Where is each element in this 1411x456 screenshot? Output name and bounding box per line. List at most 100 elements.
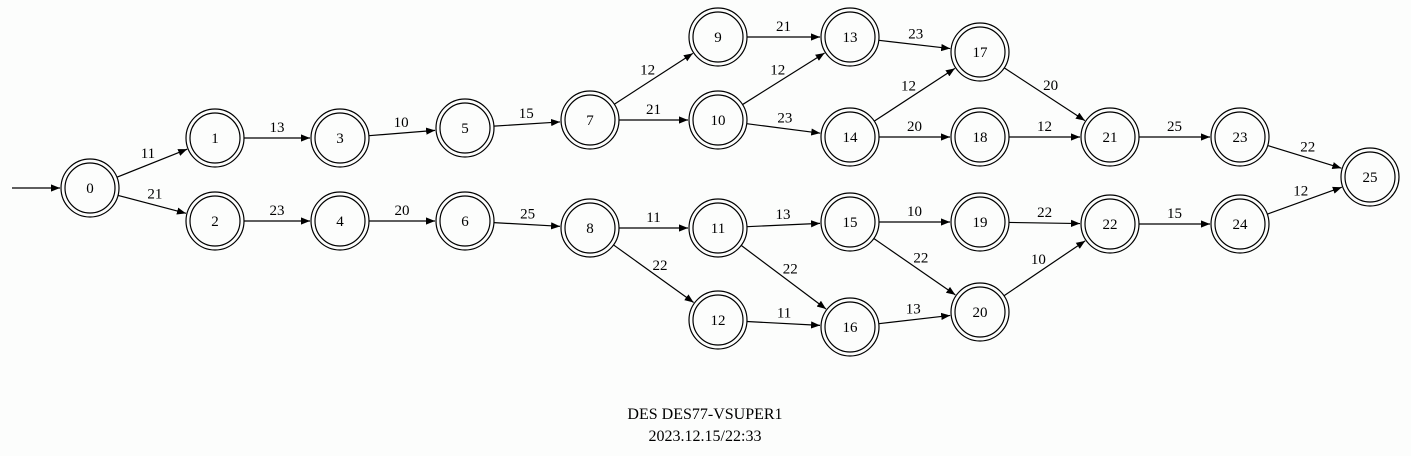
state-outer-ring <box>688 290 748 350</box>
state-inner-ring <box>954 286 1006 338</box>
transition-4-to-6: 20 <box>369 203 435 225</box>
transition-arrow <box>1008 219 1081 227</box>
state-outer-ring <box>1210 107 1270 167</box>
transition-7-to-9: 12 <box>614 52 694 105</box>
transition-label: 15 <box>519 106 534 122</box>
transition-arrow <box>613 244 694 303</box>
transition-arrow <box>746 123 821 136</box>
diagram-timestamp: 2023.12.15/22:33 <box>649 428 762 445</box>
state-inner-ring <box>954 26 1006 78</box>
transition-8-to-11: 11 <box>619 210 688 232</box>
transition-20-to-22: 10 <box>1003 240 1086 297</box>
transition-14-to-17: 12 <box>873 67 956 122</box>
state-label: 9 <box>714 30 722 46</box>
state-label: 19 <box>973 215 988 231</box>
transition-label: 20 <box>395 203 410 219</box>
transition-arrow <box>1267 186 1342 215</box>
state-outer-ring <box>560 90 620 150</box>
state-node-13: 13 <box>820 7 880 67</box>
transition-label: 22 <box>653 258 668 274</box>
transition-12-to-16: 11 <box>746 305 821 329</box>
state-label: 20 <box>973 305 988 321</box>
transition-label: 13 <box>270 120 285 136</box>
transition-arrow <box>742 52 825 106</box>
transition-17-to-21: 20 <box>1003 67 1086 122</box>
state-label: 12 <box>711 313 726 329</box>
state-outer-ring <box>310 108 370 168</box>
state-node-17: 17 <box>950 22 1010 82</box>
state-outer-ring <box>310 191 370 251</box>
state-label: 18 <box>973 130 988 146</box>
state-outer-ring <box>435 98 495 158</box>
transition-7-to-10: 21 <box>619 102 688 124</box>
transition-arrow <box>873 238 956 296</box>
transition-label: 22 <box>1037 205 1052 221</box>
state-inner-ring <box>692 11 744 63</box>
transition-arrow <box>746 320 821 329</box>
state-node-1: 1 <box>185 108 245 168</box>
transition-10-to-14: 23 <box>746 111 821 136</box>
transition-label: 22 <box>913 251 928 267</box>
state-inner-ring <box>564 202 616 254</box>
state-outer-ring <box>688 7 748 67</box>
state-node-23: 23 <box>1210 107 1270 167</box>
state-outer-ring <box>820 297 880 357</box>
state-inner-ring <box>1214 111 1266 163</box>
state-node-19: 19 <box>950 192 1010 252</box>
state-outer-ring <box>820 7 880 67</box>
transition-label: 11 <box>646 210 660 226</box>
transition-label: 11 <box>141 146 155 162</box>
state-node-9: 9 <box>688 7 748 67</box>
state-inner-ring <box>1084 111 1136 163</box>
state-node-21: 21 <box>1080 107 1140 167</box>
state-label: 16 <box>843 320 859 336</box>
state-outer-ring <box>950 192 1010 252</box>
transition-6-to-8: 25 <box>493 206 561 230</box>
transition-label: 10 <box>394 115 409 131</box>
transition-label: 10 <box>907 204 922 220</box>
state-node-7: 7 <box>560 90 620 150</box>
transition-2-to-4: 23 <box>244 203 310 225</box>
state-inner-ring <box>692 202 744 254</box>
state-outer-ring <box>1080 107 1140 167</box>
state-node-18: 18 <box>950 107 1010 167</box>
transition-arrow <box>873 67 956 122</box>
transition-label: 23 <box>270 203 285 219</box>
state-label: 11 <box>711 221 725 237</box>
state-inner-ring <box>692 294 744 346</box>
transition-label: 22 <box>1300 139 1315 155</box>
transition-label: 23 <box>777 111 792 127</box>
state-label: 5 <box>461 121 469 137</box>
state-outer-ring <box>950 22 1010 82</box>
state-outer-ring <box>60 158 120 218</box>
transition-arrow <box>878 39 951 52</box>
state-node-3: 3 <box>310 108 370 168</box>
transition-arrow <box>1267 144 1342 169</box>
transition-18-to-21: 12 <box>1009 119 1080 141</box>
state-inner-ring <box>1084 198 1136 250</box>
transition-label: 23 <box>908 27 923 43</box>
transition-13-to-17: 23 <box>878 27 951 52</box>
state-inner-ring <box>692 94 744 146</box>
state-inner-ring <box>954 111 1006 163</box>
state-outer-ring <box>1210 194 1270 254</box>
transition-label: 10 <box>1031 252 1046 268</box>
transition-5-to-7: 15 <box>493 106 561 127</box>
state-label: 4 <box>336 214 344 230</box>
state-inner-ring <box>824 111 876 163</box>
state-node-2: 2 <box>185 191 245 251</box>
state-node-11: 11 <box>688 198 748 258</box>
state-node-8: 8 <box>560 198 620 258</box>
transition-label: 12 <box>640 63 655 79</box>
state-label: 7 <box>586 113 594 129</box>
transition-label: 12 <box>1037 119 1052 135</box>
transition-arrow <box>878 312 951 325</box>
state-inner-ring <box>189 112 241 164</box>
state-label: 3 <box>336 131 344 147</box>
transition-14-to-18: 20 <box>879 119 950 141</box>
transition-11-to-16: 22 <box>740 244 827 310</box>
transition-19-to-22: 22 <box>1008 205 1081 227</box>
transition-label: 20 <box>907 119 922 135</box>
state-node-0: 0 <box>60 158 120 218</box>
state-inner-ring <box>1214 198 1266 250</box>
